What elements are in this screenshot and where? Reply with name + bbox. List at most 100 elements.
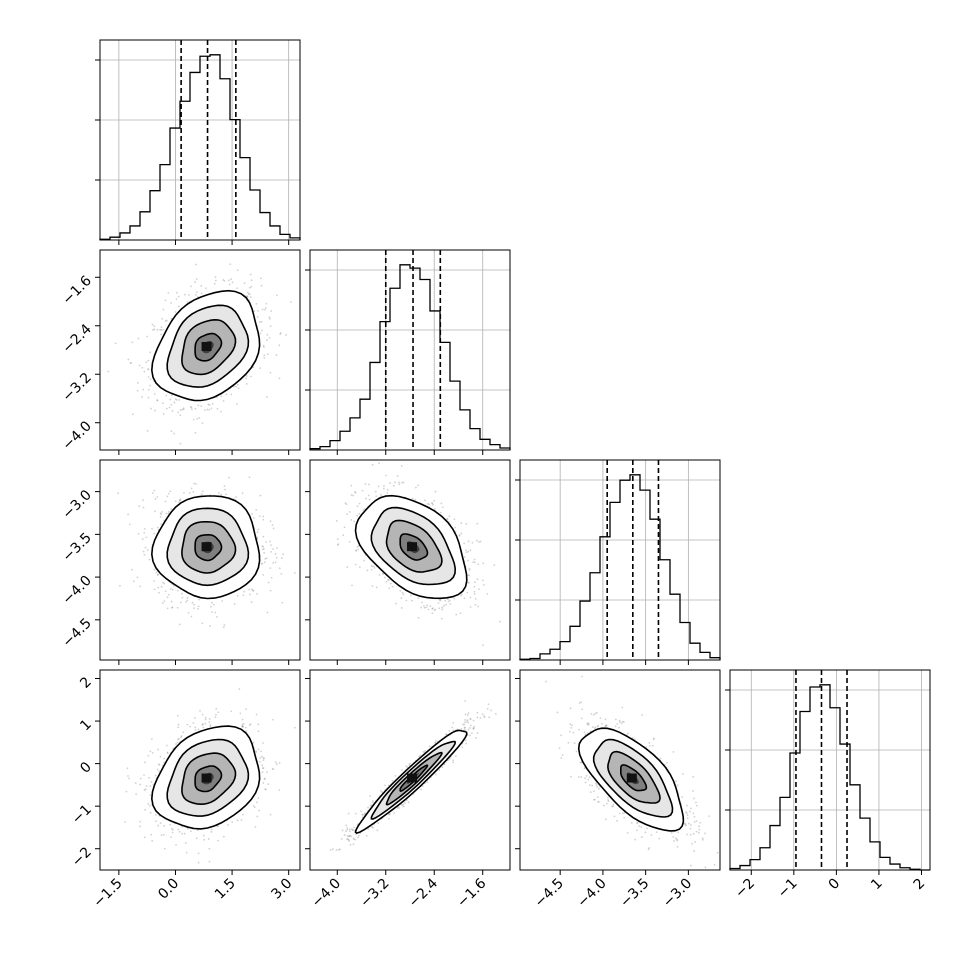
density-peak (201, 542, 212, 552)
sample-point (161, 317, 164, 320)
sample-point (215, 707, 218, 710)
sample-point (263, 346, 265, 348)
sample-point (440, 502, 443, 505)
sample-point (378, 462, 380, 465)
sample-point (235, 385, 237, 388)
y-tick-label: −4.5 (59, 615, 94, 650)
sample-point (474, 603, 477, 606)
sample-point (181, 408, 184, 411)
sample-point (185, 601, 187, 603)
sample-point (262, 756, 265, 759)
sample-point (441, 606, 444, 609)
y-tick-label: −3.5 (59, 530, 94, 565)
sample-point (151, 492, 154, 494)
sample-point (173, 401, 176, 404)
sample-point (143, 531, 146, 534)
sample-point (178, 399, 180, 401)
sample-point (149, 750, 152, 753)
sample-point (177, 828, 180, 831)
sample-point (193, 482, 196, 485)
sample-point (185, 851, 188, 854)
sample-point (179, 409, 182, 412)
sample-point (139, 585, 142, 588)
sample-point (426, 502, 429, 505)
sample-point (425, 606, 428, 609)
sample-point (128, 777, 130, 780)
sample-point (183, 293, 186, 296)
sample-point (389, 482, 392, 484)
sample-point (290, 301, 292, 303)
sample-point (402, 593, 405, 596)
sample-point (156, 328, 159, 331)
sample-point (231, 281, 234, 284)
sample-point (354, 563, 357, 566)
sample-point (194, 293, 197, 296)
sample-point (278, 567, 281, 570)
sample-point (439, 599, 442, 602)
sample-point (227, 279, 230, 282)
sample-point (129, 362, 132, 365)
sample-point (181, 832, 184, 835)
sample-point (486, 593, 489, 595)
sample-point (153, 569, 156, 571)
sample-point (428, 503, 430, 506)
sample-point (372, 565, 375, 568)
sample-point (175, 298, 178, 300)
sample-point (252, 590, 255, 592)
sample-point (265, 302, 268, 305)
sample-point (455, 613, 458, 616)
sample-point (358, 502, 361, 505)
sample-point (194, 729, 197, 731)
sample-point (421, 601, 423, 604)
sample-point (179, 414, 182, 417)
sample-point (262, 767, 265, 770)
sample-point (398, 483, 401, 486)
sample-point (230, 393, 233, 396)
sample-point (473, 593, 476, 595)
sample-point (477, 605, 480, 608)
sample-point (143, 370, 146, 373)
sample-point (200, 284, 203, 287)
sample-point (385, 580, 388, 583)
sample-point (431, 502, 433, 504)
sample-point (143, 789, 146, 791)
sample-point (441, 608, 444, 611)
sample-point (252, 741, 255, 744)
sample-point (478, 541, 480, 543)
sample-point (169, 588, 172, 590)
sample-point (258, 809, 261, 812)
sample-point (236, 594, 239, 597)
sample-point (241, 718, 244, 721)
sample-point (400, 607, 403, 609)
sample-point (248, 588, 251, 591)
sample-point (171, 409, 174, 412)
sample-point (256, 531, 259, 534)
y-tick-label: −1.6 (59, 273, 94, 308)
density-peak (407, 542, 418, 552)
sample-point (170, 394, 173, 397)
sample-point (271, 524, 274, 526)
sample-point (174, 398, 177, 400)
sample-point (260, 562, 263, 565)
sample-point (250, 285, 253, 288)
sample-point (417, 484, 419, 487)
sample-point (466, 591, 469, 594)
sample-point (499, 620, 501, 623)
sample-point (175, 291, 178, 294)
sample-point (433, 499, 436, 502)
sample-point (208, 408, 211, 411)
sample-point (259, 367, 262, 370)
sample-point (479, 540, 482, 543)
sample-point (107, 370, 110, 373)
sample-point (263, 561, 266, 564)
sample-point (213, 603, 215, 606)
x-tick-label: 2 (911, 876, 929, 894)
sample-point (177, 738, 180, 741)
sample-point (248, 724, 251, 727)
contour-line (181, 521, 237, 574)
sample-point (438, 599, 441, 601)
sample-point (207, 403, 210, 406)
sample-point (465, 549, 467, 552)
sample-point (471, 541, 474, 544)
sample-point (201, 422, 204, 425)
